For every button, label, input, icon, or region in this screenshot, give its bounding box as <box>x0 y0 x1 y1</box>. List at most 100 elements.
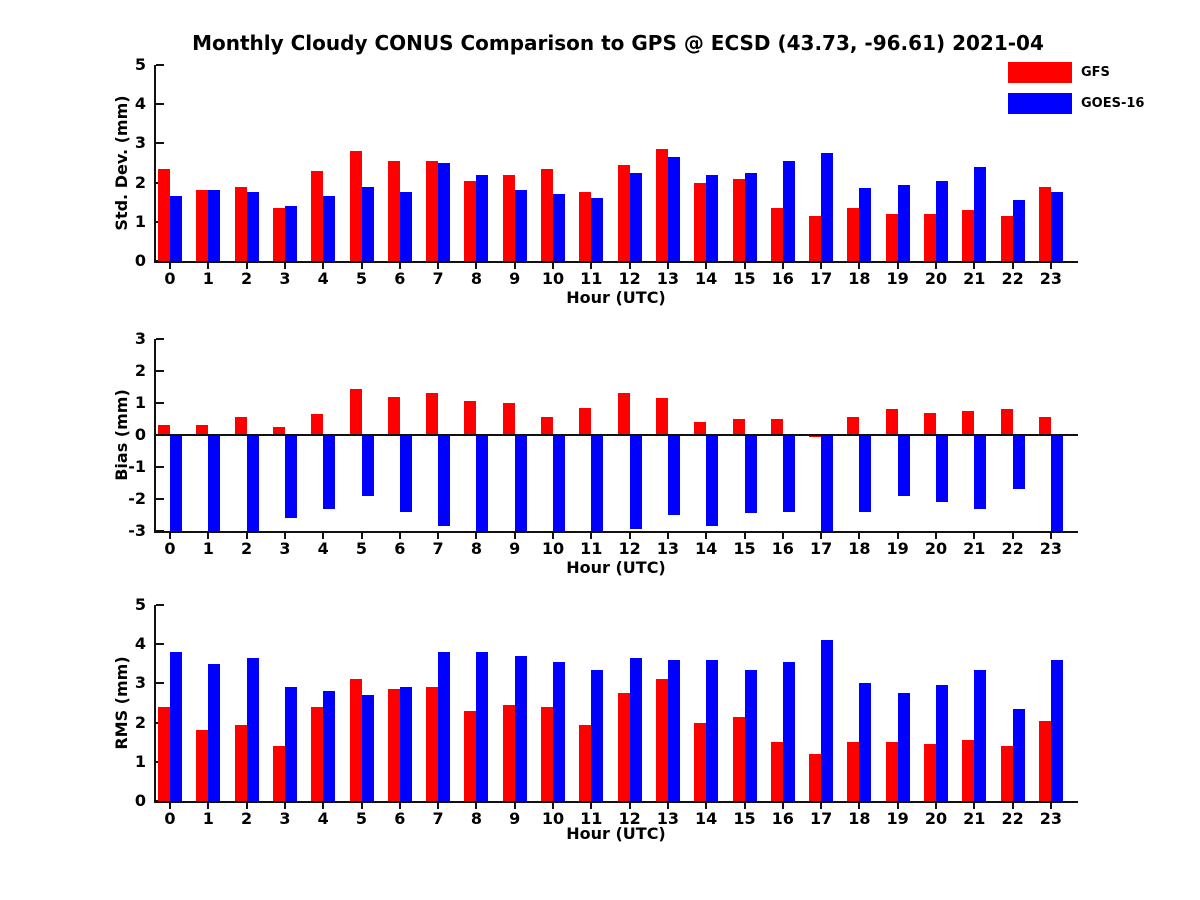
x-tick-label: 9 <box>509 809 521 828</box>
y-tick-label: 0 <box>134 425 146 444</box>
x-tick-label: 2 <box>241 539 253 558</box>
bar-gfs-hour-1 <box>196 425 209 435</box>
x-tick <box>283 803 286 809</box>
x-tick-label: 11 <box>580 809 603 828</box>
y-tick <box>156 370 164 372</box>
x-tick-label: 5 <box>355 809 368 828</box>
y-tick-label: -3 <box>128 521 146 540</box>
bar-goes16-hour-12 <box>629 657 642 801</box>
bar-gfs-hour-6 <box>387 689 400 801</box>
bar-gfs-hour-3 <box>272 427 285 435</box>
bar-goes16-hour-3 <box>284 206 297 261</box>
y-tick-label: 5 <box>134 55 146 74</box>
bar-gfs-hour-21 <box>962 740 975 801</box>
x-tick-label: 10 <box>541 809 565 828</box>
x-tick <box>1049 533 1052 539</box>
x-tick <box>245 803 248 809</box>
x-tick-label: 4 <box>317 809 329 828</box>
x-tick-label: 18 <box>848 809 871 828</box>
bar-goes16-hour-12 <box>629 172 642 261</box>
x-tick <box>283 533 286 539</box>
bar-gfs-hour-18 <box>847 208 860 261</box>
bar-goes16-hour-19 <box>897 184 910 261</box>
x-tick-label: 13 <box>656 809 680 828</box>
x-tick <box>973 803 976 809</box>
y-tick <box>156 103 164 106</box>
x-tick-label: 0 <box>164 809 176 828</box>
x-tick <box>207 533 210 539</box>
x-tick-label: 4 <box>317 269 329 288</box>
bar-goes16-hour-12 <box>629 435 642 530</box>
x-tick <box>705 533 708 539</box>
bar-gfs-hour-1 <box>196 730 209 801</box>
bar-gfs-hour-5 <box>349 388 362 435</box>
bar-goes16-hour-9 <box>514 435 527 531</box>
x-tick <box>360 803 363 809</box>
x-tick-label: 12 <box>618 269 641 288</box>
goes16-color-swatch <box>1008 93 1072 114</box>
x-tick <box>705 263 708 269</box>
bar-goes16-hour-8 <box>476 174 489 261</box>
bar-gfs-hour-15 <box>732 716 745 801</box>
bar-gfs-hour-13 <box>655 679 668 801</box>
bar-goes16-hour-10 <box>553 435 565 531</box>
bar-goes16-hour-1 <box>208 663 221 801</box>
bar-goes16-hour-16 <box>782 661 795 801</box>
x-tick-label: 22 <box>1001 809 1024 828</box>
y-tick-label: 1 <box>134 393 146 412</box>
x-tick-label: 18 <box>848 269 871 288</box>
x-tick <box>705 803 708 809</box>
stddev-plot-area: 0 1 2 3 4 5 0 1 2 3 4 5 6 7 8 9 10 11 12 13 14 15 16 17 18 19 20 21… <box>135 55 1078 288</box>
bar-goes16-hour-10 <box>553 661 565 801</box>
y-tick-label: 0 <box>134 251 146 270</box>
x-tick-label: 0 <box>164 269 176 288</box>
legend-label-goes16: GOES-16 <box>1081 96 1145 111</box>
x-tick-label: 17 <box>809 809 833 828</box>
bar-goes16-hour-20 <box>936 435 948 503</box>
bar-goes16-hour-21 <box>974 669 987 801</box>
x-tick <box>973 533 976 539</box>
bar-gfs-hour-5 <box>349 679 362 801</box>
x-tick-label: 1 <box>202 809 214 828</box>
bar-gfs-hour-16 <box>770 208 783 261</box>
bar-goes16-hour-1 <box>208 190 221 261</box>
bar-gfs-hour-7 <box>426 393 439 435</box>
x-tick <box>935 533 937 539</box>
bar-gfs-hour-3 <box>272 208 285 261</box>
x-tick-label: 10 <box>541 269 565 288</box>
x-tick-label: 3 <box>279 809 291 828</box>
bar-gfs-hour-10 <box>541 168 553 261</box>
y-tick-label: 3 <box>134 673 146 693</box>
y-tick <box>156 260 164 262</box>
x-tick <box>398 263 401 269</box>
bar-gfs-hour-10 <box>541 417 553 435</box>
bar-gfs-hour-22 <box>1000 409 1013 435</box>
bar-goes16-hour-23 <box>1050 659 1063 801</box>
x-tick <box>896 533 899 539</box>
bar-goes16-hour-17 <box>821 153 834 261</box>
x-tick <box>666 533 669 539</box>
x-tick-label: 3 <box>279 539 291 558</box>
x-tick <box>475 263 478 269</box>
bar-goes16-hour-16 <box>782 435 795 512</box>
bar-goes16-hour-0 <box>170 652 182 801</box>
x-tick <box>513 533 516 539</box>
bar-goes16-hour-9 <box>514 655 527 801</box>
bar-goes16-hour-18 <box>859 188 872 261</box>
bar-gfs-hour-18 <box>847 742 860 801</box>
x-tick <box>437 533 440 539</box>
bar-gfs-hour-6 <box>387 396 400 435</box>
bar-goes16-hour-22 <box>1012 708 1025 801</box>
x-tick <box>858 533 861 539</box>
bar-gfs-hour-15 <box>732 419 745 435</box>
x-tick-label: 5 <box>355 539 368 558</box>
x-tick <box>552 533 554 539</box>
bar-gfs-hour-7 <box>426 161 439 261</box>
bar-gfs-hour-23 <box>1038 720 1051 801</box>
y-tick-label: 2 <box>134 712 146 732</box>
x-tick <box>322 533 325 539</box>
x-tick-label: 6 <box>394 809 406 828</box>
bar-goes16-hour-9 <box>514 190 527 261</box>
bar-gfs-hour-9 <box>502 403 515 435</box>
